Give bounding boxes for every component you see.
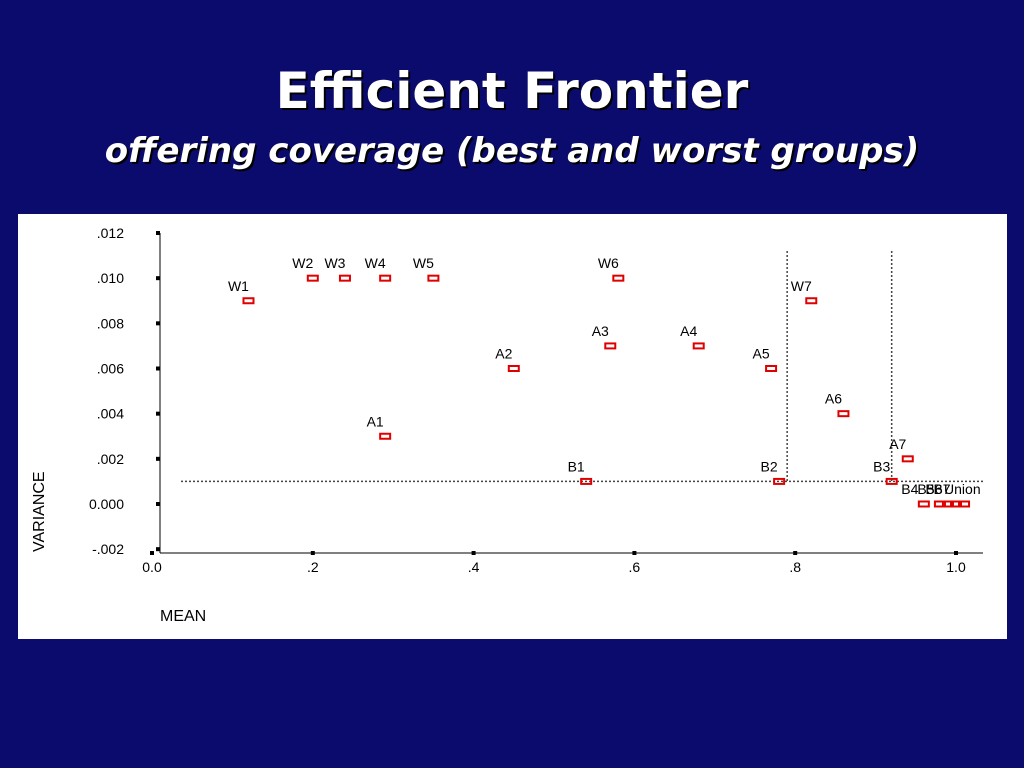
data-point-marker — [885, 477, 898, 485]
y-axis-title: VARIANCE — [31, 471, 48, 552]
data-point-label: W1 — [228, 278, 249, 294]
data-points: W1 W2 W3 W4 W5 W6 W7 A1 A2 A3 A4 A5 A6 A7 B1 B2 B3 B4B5B6… — [228, 255, 981, 508]
efficient-frontier-scatter-chart: .012 .010 .008 .006 .004 .002 0.000 -.002 0.0 .2.… — [31, 225, 983, 625]
data-point-marker — [941, 500, 954, 508]
x-axis-title: MEAN — [160, 608, 206, 625]
data-point-marker — [379, 432, 392, 440]
data-point-label: A1 — [367, 413, 384, 429]
data-point-label: A2 — [495, 346, 512, 362]
data-point-label: W3 — [324, 255, 345, 271]
x-tick-label: 0.0 — [142, 559, 162, 575]
data-point-marker — [837, 410, 850, 418]
chart-panel: .012 .010 .008 .006 .004 .002 0.000 -.002 0.0 .2.… — [18, 214, 1007, 639]
data-point-marker — [933, 500, 946, 508]
x-tick-mark — [954, 551, 958, 555]
data-point-label: W7 — [791, 278, 812, 294]
data-point-label: Union — [944, 481, 981, 497]
data-point-label: W6 — [598, 255, 619, 271]
x-tick-mark — [150, 551, 154, 555]
y-tick-label: .004 — [97, 406, 124, 422]
data-point-marker — [612, 274, 625, 282]
data-point-marker — [604, 342, 617, 350]
x-tick-label: .2 — [307, 559, 319, 575]
x-tick-label: .6 — [629, 559, 641, 575]
data-point-marker — [765, 365, 778, 372]
data-point-label: B4 — [901, 481, 918, 497]
data-point-label: B1 — [568, 458, 585, 474]
data-point-label: W2 — [292, 255, 313, 271]
data-point-label: W5 — [413, 255, 434, 271]
data-point-label: A7 — [889, 436, 906, 452]
y-tick-mark — [156, 502, 160, 506]
slide-subtitle: offering coverage (best and worst groups… — [104, 131, 920, 171]
y-tick-mark — [156, 321, 160, 326]
x-tick-mark — [310, 551, 315, 555]
data-point-label: A3 — [592, 323, 609, 339]
x-tick-mark — [471, 551, 476, 555]
data-point-marker — [901, 455, 914, 463]
data-point-marker — [242, 297, 255, 305]
data-point-marker — [950, 500, 962, 508]
data-point-label: A6 — [825, 391, 842, 407]
data-point-label: B5 — [917, 481, 934, 497]
y-tick-label: .012 — [97, 225, 124, 241]
data-point-label: B6 — [925, 481, 942, 497]
y-tick-label: .006 — [97, 361, 124, 377]
data-point-marker — [917, 500, 930, 508]
reference-lines — [181, 251, 983, 483]
data-point-marker — [507, 365, 520, 372]
data-point-marker — [692, 342, 705, 350]
y-tick-label: .002 — [97, 451, 124, 467]
y-tick-mark — [156, 547, 160, 552]
x-tick-mark — [632, 551, 637, 555]
data-point-marker — [805, 297, 818, 305]
x-tick-label: .4 — [468, 559, 480, 575]
y-tick-mark — [156, 276, 160, 281]
slide-title: Efficient Frontier — [275, 62, 749, 120]
y-tick-mark — [156, 231, 160, 235]
x-tick-label: 1.0 — [946, 559, 966, 575]
data-point-marker — [958, 500, 971, 508]
data-point-label: B3 — [873, 458, 890, 474]
data-point-marker — [773, 477, 786, 485]
data-point-marker — [580, 477, 593, 485]
x-tick-label: .8 — [789, 559, 801, 575]
data-point-marker — [338, 274, 351, 282]
data-point-label: A4 — [680, 323, 697, 339]
y-tick-mark — [156, 366, 160, 371]
y-tick-mark — [156, 456, 160, 461]
y-tick-mark — [156, 411, 160, 416]
y-tick-label: .008 — [97, 315, 124, 331]
data-point-label: A5 — [753, 346, 770, 362]
data-point-label: B7 — [933, 481, 950, 497]
y-tick-label: -.002 — [92, 541, 124, 557]
data-point-marker — [427, 274, 440, 282]
data-point-marker — [306, 274, 319, 282]
data-point-marker — [379, 274, 392, 282]
data-point-label: W4 — [365, 255, 386, 271]
x-tick-mark — [793, 551, 798, 555]
data-point-label: B2 — [761, 458, 778, 474]
chart-axes: .012 .010 .008 .006 .004 .002 0.000 -.002 0.0 .2.… — [89, 225, 983, 575]
y-tick-label: 0.000 — [89, 496, 124, 512]
y-tick-label: .010 — [97, 270, 124, 286]
